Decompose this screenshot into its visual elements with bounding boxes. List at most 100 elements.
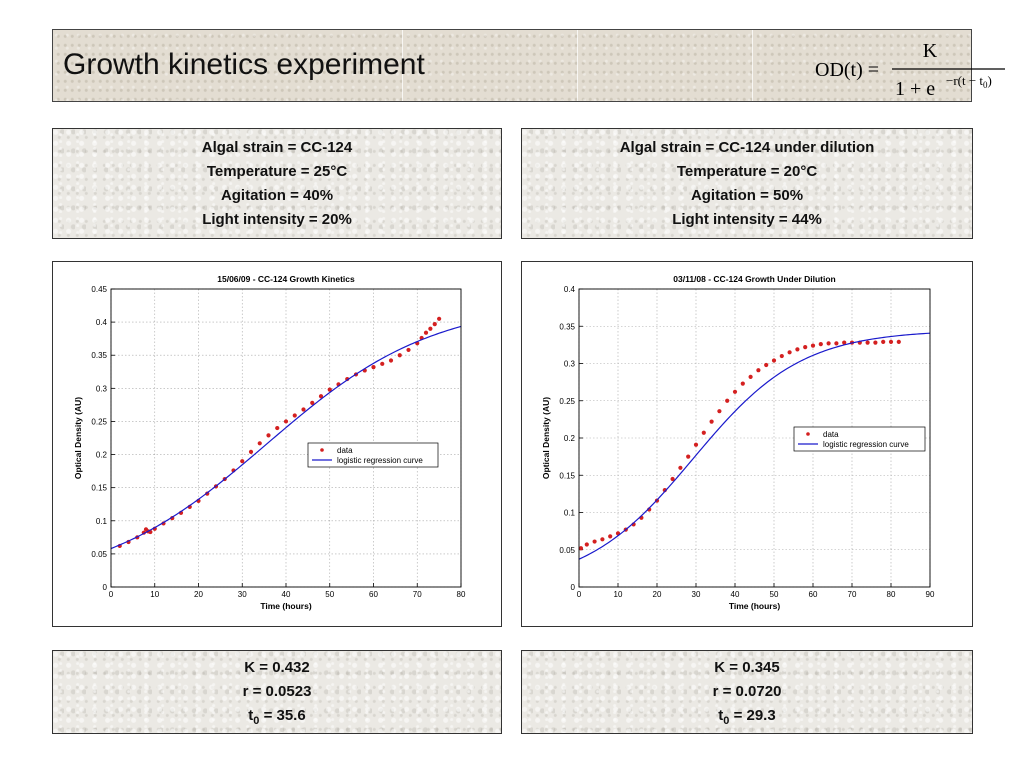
data-point [779, 353, 784, 359]
data-point [406, 347, 411, 353]
param-t0-sub: 0 [723, 715, 730, 727]
data-point [865, 340, 870, 345]
parameters-box-right: K = 0.345 r = 0.0720 t0 = 29.3 [521, 650, 973, 734]
y-tick-label: 0 [103, 583, 108, 592]
x-tick-label: 30 [692, 590, 701, 599]
param-t0-sub: 0 [253, 715, 260, 727]
condition-strain: Algal strain = CC-124 [201, 139, 353, 156]
data-point [686, 454, 691, 459]
x-tick-label: 90 [926, 590, 935, 599]
data-point [292, 413, 297, 418]
plot-frame [578, 288, 931, 588]
exponent-sub: 0 [983, 80, 988, 90]
condition-light: Light intensity = 44% [672, 211, 822, 228]
parameters-box-left: K = 0.432 r = 0.0523 t0 = 35.6 [52, 650, 502, 734]
legend-curve-label: logistic regression curve [337, 456, 423, 465]
x-tick-label: 70 [413, 590, 422, 599]
y-tick-label: 0.1 [564, 509, 576, 518]
x-tick-label: 10 [614, 590, 623, 599]
data-point [432, 321, 437, 327]
y-tick-label: 0.25 [559, 397, 575, 406]
data-point [678, 465, 683, 470]
data-point [701, 430, 706, 435]
param-r: r = 0.0720 [712, 683, 782, 700]
data-point [732, 389, 738, 394]
data-point [771, 358, 777, 363]
data-point [709, 419, 714, 424]
y-tick-label: 0.35 [91, 351, 107, 360]
data-point [693, 442, 699, 447]
y-tick-label: 0.2 [564, 434, 576, 443]
legend-data-marker [806, 432, 810, 436]
condition-temperature: Temperature = 20°C [676, 163, 818, 180]
data-point [423, 330, 429, 335]
data-point [437, 316, 442, 321]
chart-panel-right: 0 10 20 30 40 50 60 70 80 90 0 0.05 0.1 0.15 0.2 0.25 0.… [521, 261, 973, 627]
fit-curve [110, 325, 462, 550]
data-point [896, 339, 901, 344]
x-tick-label: 0 [109, 590, 114, 599]
title-divider [752, 30, 753, 101]
param-k: K = 0.432 [244, 659, 310, 676]
fit-curve [578, 332, 931, 560]
data-point [803, 345, 808, 350]
x-tick-label: 40 [282, 590, 291, 599]
growth-kinetics-chart: 0 10 20 30 40 50 60 70 80 0 0.05 0.1 0.15 0.2 0.25 0.3 0… [73, 274, 466, 611]
y-tick-label: 0.15 [559, 471, 575, 480]
data-point [888, 339, 894, 344]
param-t0-label: t [718, 707, 724, 724]
data-point [371, 365, 376, 370]
y-tick-label: 0.45 [91, 285, 107, 294]
data-point [600, 537, 605, 542]
legend-curve-label: logistic regression curve [823, 440, 909, 449]
legend-data-label: data [337, 446, 353, 455]
x-tick-label: 20 [194, 590, 203, 599]
chart-panel-left: 0 10 20 30 40 50 60 70 80 0 0.05 0.1 0.15 0.2 0.25 0.3 0… [52, 261, 502, 627]
conditions-box-right: Algal strain = CC-124 under dilution Tem… [521, 128, 973, 239]
data-point [301, 407, 306, 412]
y-tick-label: 0.4 [564, 285, 576, 294]
x-tick-label: 50 [770, 590, 779, 599]
y-tick-label: 0.4 [96, 318, 108, 327]
x-tick-label: 60 [369, 590, 378, 599]
formula-exponent: −r(t − t0) [946, 73, 992, 90]
data-point [795, 347, 800, 352]
x-tick-label: 80 [457, 590, 466, 599]
data-point [842, 340, 847, 345]
formula-lhs: OD(t) = [815, 59, 879, 81]
x-tick-label: 70 [848, 590, 857, 599]
x-tick-label: 80 [887, 590, 896, 599]
param-r: r = 0.0523 [242, 683, 312, 700]
x-axis-label: Time (hours) [260, 601, 311, 611]
chart-title: 03/11/08 - CC-124 Growth Under Dilution [673, 274, 835, 284]
data-point [810, 343, 816, 348]
data-point [266, 433, 271, 438]
x-tick-label: 0 [577, 590, 582, 599]
growth-under-dilution-chart: 0 10 20 30 40 50 60 70 80 90 0 0.05 0.1 0.15 0.2 0.25 0.… [541, 274, 935, 611]
legend-data-marker [320, 448, 324, 452]
data-point [670, 476, 675, 482]
legend-box [307, 442, 439, 468]
x-tick-label: 20 [653, 590, 662, 599]
data-point [764, 362, 769, 368]
title-divider [577, 30, 578, 101]
conditions-box-left: Algal strain = CC-124 Temperature = 25°C… [52, 128, 502, 239]
data-point [787, 350, 792, 355]
plot-frame [110, 288, 462, 588]
y-tick-label: 0 [571, 583, 576, 592]
data-point [748, 374, 753, 380]
data-point [592, 539, 597, 544]
data-point [725, 398, 730, 403]
exponent-main: −r(t − t [946, 73, 983, 88]
data-point [608, 534, 613, 539]
data-point [834, 341, 839, 346]
data-point [310, 400, 315, 406]
condition-strain: Algal strain = CC-124 under dilution [619, 139, 875, 156]
data-point [240, 459, 245, 464]
data-point [380, 361, 385, 366]
param-k: K = 0.345 [714, 659, 780, 676]
x-tick-label: 60 [809, 590, 818, 599]
condition-light: Light intensity = 20% [202, 211, 352, 228]
y-axis-label: Optical Density (AU) [73, 397, 83, 479]
legend-box [793, 426, 926, 452]
